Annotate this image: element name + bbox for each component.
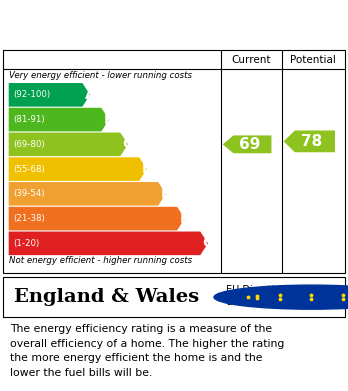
Text: C: C xyxy=(122,137,133,151)
Text: B: B xyxy=(104,113,114,127)
Text: 69: 69 xyxy=(239,137,260,152)
Polygon shape xyxy=(9,207,185,230)
Polygon shape xyxy=(223,135,271,153)
Text: E: E xyxy=(160,187,170,201)
Text: Very energy efficient - lower running costs: Very energy efficient - lower running co… xyxy=(9,71,192,80)
Polygon shape xyxy=(9,108,109,131)
Text: Current: Current xyxy=(232,55,271,65)
Polygon shape xyxy=(9,157,147,181)
Text: England & Wales: England & Wales xyxy=(14,288,199,306)
Text: F: F xyxy=(180,212,189,226)
Circle shape xyxy=(214,285,348,309)
Text: The energy efficiency rating is a measure of the
overall efficiency of a home. T: The energy efficiency rating is a measur… xyxy=(10,325,285,378)
Text: EU Directive
2002/91/EC: EU Directive 2002/91/EC xyxy=(226,285,286,307)
Text: (92-100): (92-100) xyxy=(13,90,50,99)
Text: Energy Efficiency Rating: Energy Efficiency Rating xyxy=(10,17,251,35)
Text: G: G xyxy=(203,236,214,250)
Text: (1-20): (1-20) xyxy=(13,239,39,248)
Text: Not energy efficient - higher running costs: Not energy efficient - higher running co… xyxy=(9,256,192,265)
Text: (21-38): (21-38) xyxy=(13,214,45,223)
Text: (55-68): (55-68) xyxy=(13,165,45,174)
Polygon shape xyxy=(9,231,208,255)
Polygon shape xyxy=(9,182,166,206)
Text: 78: 78 xyxy=(301,134,323,149)
Text: (39-54): (39-54) xyxy=(13,189,45,198)
Polygon shape xyxy=(284,131,335,152)
Text: A: A xyxy=(85,88,95,102)
Polygon shape xyxy=(9,83,90,107)
Text: (81-91): (81-91) xyxy=(13,115,45,124)
Polygon shape xyxy=(9,133,128,156)
Text: Potential: Potential xyxy=(290,55,336,65)
Text: (69-80): (69-80) xyxy=(13,140,45,149)
Text: D: D xyxy=(142,162,153,176)
